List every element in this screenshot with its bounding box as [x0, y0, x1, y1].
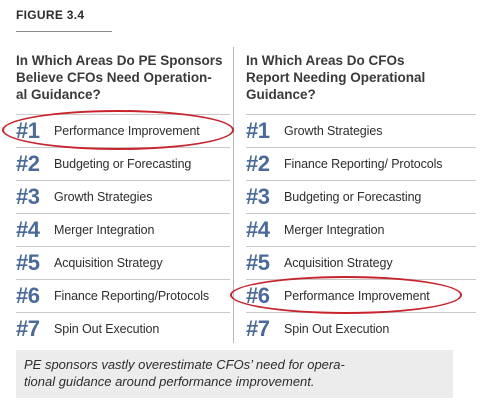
list-item: #1 Growth Strategies	[246, 114, 476, 147]
list-item: #7 Spin Out Execution	[16, 312, 230, 345]
item-label: Merger Integration	[284, 222, 385, 237]
item-label: Spin Out Execution	[284, 321, 390, 336]
rank-number: #4	[16, 216, 40, 242]
list-item: #3 Growth Strategies	[16, 180, 230, 213]
list-item: #5 Acquisition Strategy	[246, 246, 476, 279]
list-item: #4 Merger Integration	[16, 213, 230, 246]
item-label: Performance Improvement	[284, 288, 430, 303]
list-item: #2 Finance Reporting/ Protocols	[246, 147, 476, 180]
list-item: #5 Acquisition Strategy	[16, 246, 230, 279]
list-item: #2 Budgeting or Forecasting	[16, 147, 230, 180]
list-item: #3 Budgeting or Forecasting	[246, 180, 476, 213]
pe-sponsors-column: In Which Areas Do PE Sponsors Believe CF…	[16, 52, 230, 341]
figure-label-rule	[16, 31, 112, 32]
list-item: #6 Finance Reporting/Protocols	[16, 279, 230, 312]
rank-number: #1	[246, 117, 270, 143]
rank-number: #7	[246, 315, 270, 341]
footer-note: PE sponsors vastly overestimate CFOs’ ne…	[16, 350, 453, 398]
item-label: Finance Reporting/ Protocols	[284, 156, 443, 171]
rank-number: #1	[16, 117, 40, 143]
item-label: Merger Integration	[54, 222, 155, 237]
heading-line: Report Needing Operational	[246, 70, 426, 85]
heading-line: In Which Areas Do CFOs	[246, 53, 405, 68]
cfos-list: #1 Growth Strategies #2 Finance Reportin…	[246, 114, 476, 345]
rank-number: #5	[16, 249, 40, 275]
heading-line: Believe CFOs Need Operation-	[16, 70, 212, 85]
item-label: Finance Reporting/Protocols	[54, 288, 210, 303]
list-item: #7 Spin Out Execution	[246, 312, 476, 345]
list-item: #4 Merger Integration	[246, 213, 476, 246]
item-label: Budgeting or Forecasting	[54, 156, 192, 171]
item-label: Growth Strategies	[284, 123, 383, 138]
heading-line: al Guidance?	[16, 87, 101, 102]
figure-label: FIGURE 3.4	[16, 8, 85, 22]
list-item: #1 Performance Improvement	[16, 114, 230, 147]
pe-sponsors-heading: In Which Areas Do PE Sponsors Believe CF…	[16, 52, 230, 112]
footer-line: tional guidance around performance impro…	[24, 374, 315, 389]
column-divider	[233, 47, 234, 343]
item-label: Performance Improvement	[54, 123, 200, 138]
item-label: Acquisition Strategy	[54, 255, 163, 270]
cfos-column: In Which Areas Do CFOs Report Needing Op…	[246, 52, 476, 341]
rank-number: #6	[246, 282, 270, 308]
item-label: Growth Strategies	[54, 189, 153, 204]
rank-number: #7	[16, 315, 40, 341]
pe-sponsors-list: #1 Performance Improvement #2 Budgeting …	[16, 114, 230, 345]
heading-line: Guidance?	[246, 87, 316, 102]
item-label: Spin Out Execution	[54, 321, 160, 336]
heading-line: In Which Areas Do PE Sponsors	[16, 53, 223, 68]
item-label: Acquisition Strategy	[284, 255, 393, 270]
rank-number: #2	[16, 150, 40, 176]
cfos-heading: In Which Areas Do CFOs Report Needing Op…	[246, 52, 476, 112]
rank-number: #4	[246, 216, 270, 242]
footer-line: PE sponsors vastly overestimate CFOs’ ne…	[24, 357, 345, 372]
rank-number: #6	[16, 282, 40, 308]
list-item: #6 Performance Improvement	[246, 279, 476, 312]
item-label: Budgeting or Forecasting	[284, 189, 422, 204]
rank-number: #3	[246, 183, 270, 209]
rank-number: #2	[246, 150, 270, 176]
rank-number: #3	[16, 183, 40, 209]
rank-number: #5	[246, 249, 270, 275]
